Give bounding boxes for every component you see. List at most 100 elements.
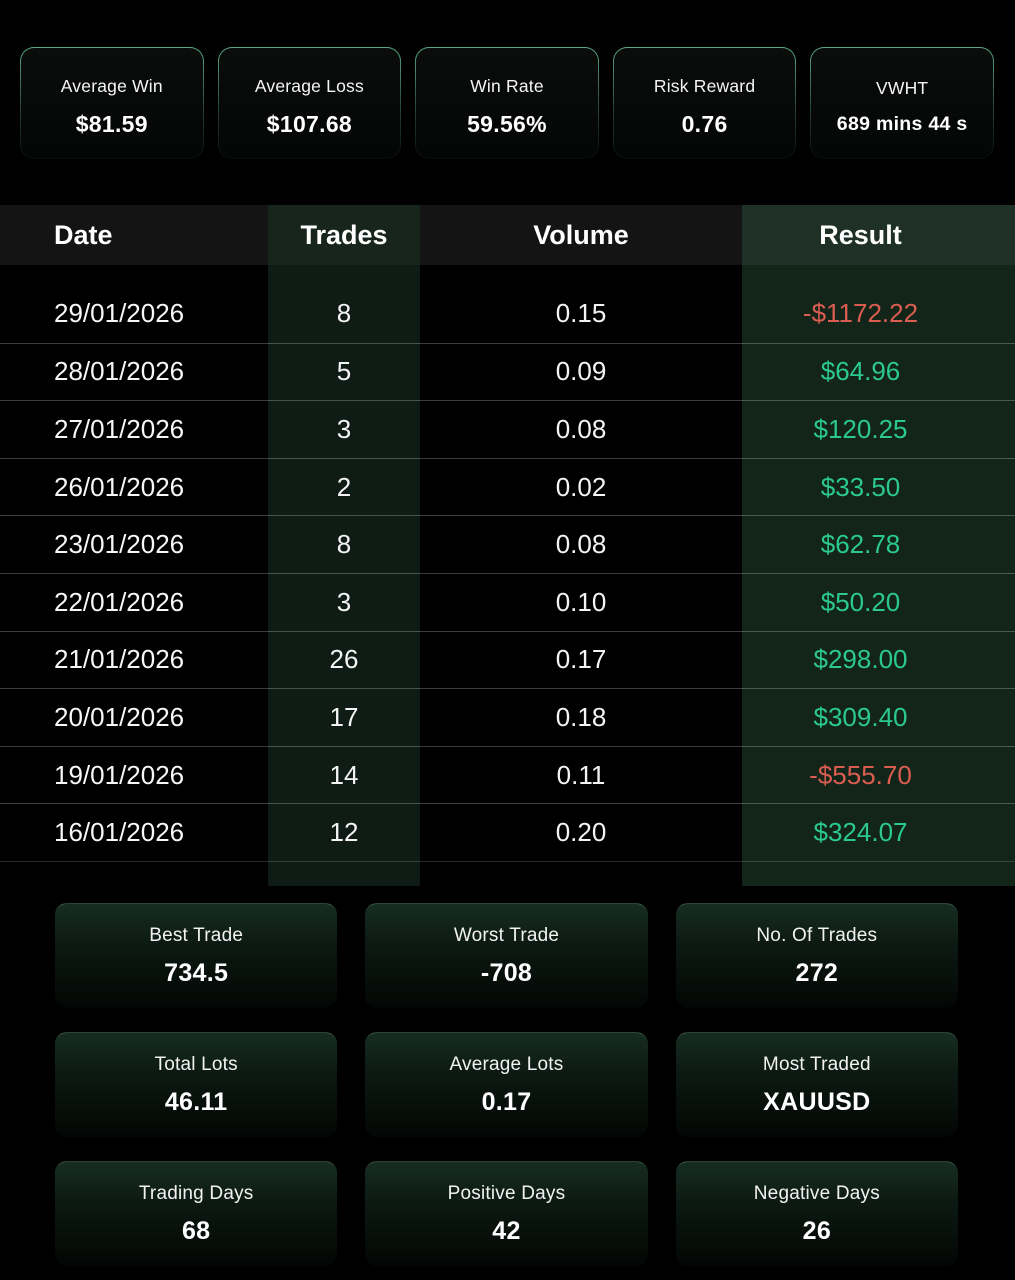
stat-card-label: Average Win [60,76,163,96]
cell-result: $62.78 [820,529,901,560]
cell-date: 22/01/2026 [54,586,185,617]
cell-volume: 0.02 [555,471,607,502]
header-trades: Trades [268,205,420,265]
stat-card-body: Risk Reward 0.76 [613,48,796,158]
cell-volume: 0.08 [555,529,607,560]
stat-card-value: 689 mins 44 s [836,113,968,135]
cell-volume: 0.08 [555,413,607,444]
cell-trades: 8 [336,529,352,560]
table-row: 29/01/2026 8 0.15 -$1172.22 [0,285,1015,343]
summary-card: Best Trade 734.5 [55,903,338,1008]
cell-result: $33.50 [820,471,901,502]
summary-card-value: 26 [802,1216,832,1245]
table-row: 28/01/2026 5 0.09 $64.96 [0,342,1015,401]
table-row: 23/01/2026 8 0.08 $62.78 [0,515,1015,573]
cell-date: 21/01/2026 [54,644,185,675]
table-body: 29/01/2026 8 0.15 -$1172.22 28/01/2026 5… [0,265,1015,886]
stat-card-label: Average Loss [254,76,364,96]
summary-cards-grid: Best Trade 734.5 Worst Trade -708 No. Of… [55,903,958,1266]
summary-card-label: Best Trade [149,924,244,946]
summary-card-label: Total Lots [154,1053,238,1075]
cell-date: 27/01/2026 [54,413,185,444]
table-rows: 29/01/2026 8 0.15 -$1172.22 28/01/2026 5… [0,265,1015,862]
stat-card-body: Average Loss $107.68 [218,48,401,158]
cell-volume: 0.18 [555,701,607,732]
table-header-row: Date Trades Volume Result [0,205,1015,265]
stat-card: Risk Reward 0.76 [612,47,797,159]
summary-card: Positive Days 42 [365,1161,648,1266]
cell-trades: 3 [336,413,352,444]
table-row: 20/01/2026 17 0.18 $309.40 [0,688,1015,746]
daily-results-table: Date Trades Volume Result 29/01/2026 8 0… [0,205,1015,886]
cell-volume: 0.20 [555,817,607,848]
header-volume: Volume [420,205,742,265]
summary-card-value: 46.11 [164,1087,228,1116]
summary-card: Average Lots 0.17 [365,1032,648,1137]
stat-card-value: $81.59 [75,111,148,137]
stat-card: VWHT 689 mins 44 s [810,47,994,159]
cell-date: 16/01/2026 [54,817,185,848]
summary-card-value: XAUUSD [763,1087,871,1116]
summary-card-value: 68 [181,1216,211,1245]
cell-trades: 2 [336,471,352,502]
summary-card-label: Worst Trade [453,924,560,946]
cell-volume: 0.17 [555,644,607,675]
stat-card-body: Win Rate 59.56% [416,48,598,158]
table-row: 19/01/2026 14 0.11 -$555.70 [0,745,1015,804]
cell-volume: 0.10 [555,586,607,617]
cell-result: $64.96 [820,356,901,387]
summary-card: Worst Trade -708 [365,903,648,1008]
summary-card-label: Average Lots [449,1053,564,1075]
cell-result: -$555.70 [809,759,912,790]
summary-card: Negative Days 26 [675,1161,958,1266]
stat-card-value: 0.76 [681,111,728,137]
header-date: Date [0,205,268,265]
table-row: 22/01/2026 3 0.10 $50.20 [0,572,1015,631]
cell-date: 20/01/2026 [54,701,185,732]
summary-card-value: 42 [492,1216,521,1245]
summary-card: Total Lots 46.11 [55,1032,338,1137]
cell-result: $120.25 [813,413,908,444]
stat-card: Win Rate 59.56% [415,47,599,159]
cell-result: $309.40 [813,701,908,732]
summary-card-label: Most Traded [762,1053,871,1075]
top-stats-row: Average Win $81.59 Average Loss $107.68 … [20,47,994,159]
cell-result: -$1172.22 [802,298,919,329]
table-row: 26/01/2026 2 0.02 $33.50 [0,457,1015,516]
cell-trades: 5 [336,356,352,387]
table-row: 16/01/2026 12 0.20 $324.07 [0,803,1015,861]
table-row: 27/01/2026 3 0.08 $120.25 [0,400,1015,458]
cell-trades: 17 [329,701,359,732]
cell-result: $298.00 [813,644,908,675]
stat-card: Average Win $81.59 [20,47,204,159]
summary-card: No. Of Trades 272 [675,903,958,1008]
summary-card-label: Positive Days [447,1182,566,1204]
cell-date: 23/01/2026 [54,529,185,560]
summary-card-label: No. Of Trades [756,924,878,946]
summary-card: Most Traded XAUUSD [675,1032,958,1137]
cell-trades: 3 [336,586,352,617]
stat-card-body: Average Win $81.59 [21,48,203,158]
cell-volume: 0.09 [555,356,607,387]
stat-card-label: VWHT [876,78,929,98]
summary-card-value: 0.17 [481,1087,532,1116]
summary-card-label: Negative Days [753,1182,880,1204]
stat-card-value: $107.68 [266,111,353,137]
cell-trades: 8 [336,298,352,329]
stat-card-value: 59.56% [467,111,547,137]
header-result: Result [742,205,1015,265]
result-column-highlight [742,265,1015,886]
summary-card: Trading Days 68 [55,1161,338,1266]
cell-date: 28/01/2026 [54,356,185,387]
stat-card-body: VWHT 689 mins 44 s [811,48,993,158]
cell-result: $324.07 [813,817,908,848]
cell-volume: 0.15 [555,298,607,329]
cell-trades: 26 [329,644,359,675]
stat-card-label: Win Rate [470,76,544,96]
summary-card-value: 272 [795,958,839,987]
cell-trades: 14 [329,759,359,790]
cell-trades: 12 [329,817,359,848]
trades-column-highlight [268,265,420,886]
summary-card-value: 734.5 [164,958,229,987]
stat-card: Average Loss $107.68 [217,47,402,159]
